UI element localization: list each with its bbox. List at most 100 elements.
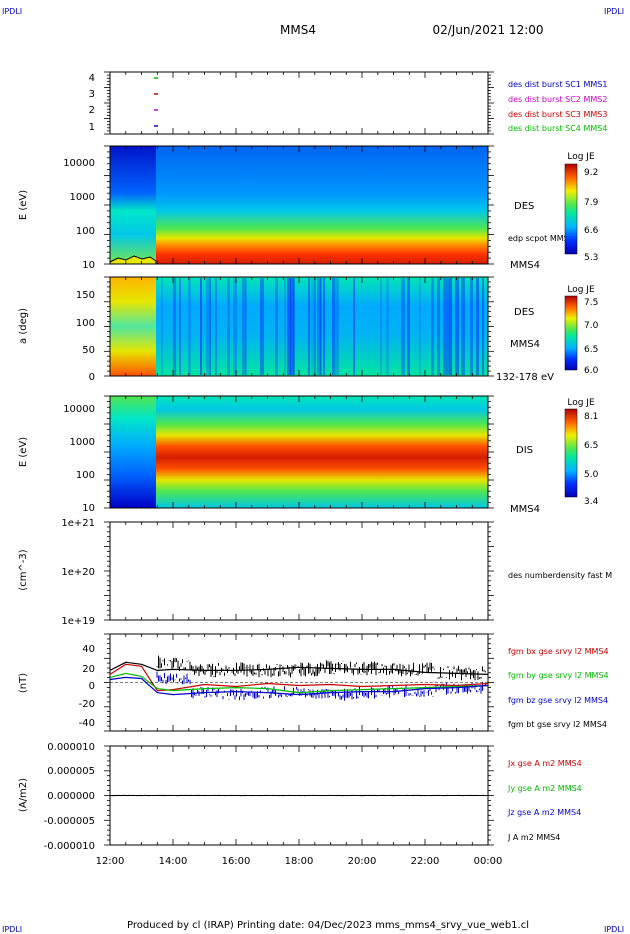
burst-tick-label: 4 — [89, 73, 95, 84]
corner-label-bottom-right: IPDLI — [604, 925, 624, 934]
time-tick-label: 20:00 — [348, 856, 377, 867]
pitch-stripe — [275, 278, 278, 375]
des-pitch-y-label: a (deg) — [18, 308, 29, 344]
dis-energy-early-interval — [110, 396, 156, 508]
burst-y-ticks: 4 3 2 1 — [89, 73, 95, 133]
legend-burst-mms3: des dist burst SC3 MMS3 — [508, 110, 607, 119]
dis-energy-instrument: DIS — [516, 445, 533, 456]
des-energy-colorbar-title: Log JE — [567, 152, 595, 162]
pitch-stripe — [407, 278, 410, 375]
legend-current-j: J A m2 MMS4 — [507, 833, 560, 842]
des-pitch-colorbar-tick: 6.5 — [584, 345, 598, 355]
des-energy-early-interval — [110, 146, 156, 264]
current-y-label: (A/m2) — [18, 778, 29, 812]
pitch-stripe — [482, 278, 484, 375]
des-energy-tick-label: 10000 — [63, 158, 95, 169]
des-pitch-colorbar-tick: 7.0 — [584, 321, 599, 331]
pitch-stripe — [242, 278, 246, 375]
legend-fgm-bt: fgm bt gse srvy l2 MMS4 — [508, 720, 607, 729]
datetime-title: 02/Jun/2021 12:00 — [432, 23, 543, 37]
pitch-stripe — [215, 278, 217, 375]
des-energy-colorbar-tick: 5.3 — [584, 253, 598, 263]
dis-energy-colorbar — [564, 408, 578, 498]
pitch-stripe — [260, 278, 264, 375]
dis-energy-spectrogram — [110, 396, 488, 508]
des-pitch-colorbar — [564, 295, 578, 371]
current-panel: 0.000010 0.000005 0.000000 -0.000005 -0.… — [18, 742, 582, 852]
legend-fgm-bz: fgm bz gse srvy l2 MMS4 — [508, 696, 608, 705]
burst-tick-label: 3 — [89, 89, 95, 100]
density-tick-label: 1e+20 — [61, 567, 95, 578]
pitch-stripe — [320, 278, 322, 375]
des-pitch-colorbar-tick: 7.5 — [584, 298, 598, 308]
pitch-stripe — [227, 278, 230, 375]
fgm-tick-label: 40 — [82, 644, 95, 655]
fgm-tick-label: 0 — [89, 681, 95, 692]
current-series — [110, 794, 488, 797]
time-tick-label: 14:00 — [159, 856, 188, 867]
pitch-stripe — [353, 278, 355, 375]
pitch-stripe — [431, 278, 434, 375]
corner-label-top-left: IPDLI — [2, 7, 22, 16]
fgm-tick-label: 20 — [82, 664, 95, 675]
burst-frame — [109, 71, 489, 135]
des-pitch-stripes — [161, 278, 484, 375]
legend-fgm-bx: fgm bx gse srvy l2 MMS4 — [508, 647, 609, 656]
pitch-stripe — [200, 278, 202, 375]
legend-burst-mms1: des dist burst SC1 MMS1 — [508, 80, 607, 89]
des-pitch-tick-label: 100 — [76, 318, 95, 329]
des-energy-colorbar-tick: 7.9 — [584, 198, 599, 208]
des-pitch-spectrogram — [110, 277, 488, 376]
pitch-stripe — [173, 278, 176, 375]
time-tick-label: 00:00 — [474, 856, 503, 867]
des-pitch-colorbar-title: Log JE — [567, 285, 595, 295]
pitch-stripe — [323, 278, 325, 375]
pitch-stripe — [443, 278, 446, 375]
dis-energy-spacecraft: MMS4 — [510, 504, 540, 515]
pitch-stripe — [188, 278, 191, 375]
pitch-stripe — [317, 278, 321, 375]
pitch-stripe — [461, 278, 465, 375]
legend-burst-mms4: des dist burst SC4 MMS4 — [508, 124, 607, 133]
dis-energy-tick-label: 1000 — [70, 437, 95, 448]
dis-energy-tick-label: 10000 — [63, 404, 95, 415]
des-energy-colorbar-tick: 9.2 — [584, 168, 598, 178]
des-energy-tick-label: 10 — [82, 260, 95, 271]
dis-energy-y-label: E (eV) — [18, 437, 29, 467]
pitch-stripe — [206, 278, 209, 375]
legend-current-jx: Jx gse A m2 MMS4 — [507, 759, 582, 768]
pitch-stripe — [455, 278, 459, 375]
fgm-line-bz — [109, 676, 489, 696]
fgm-line-bt — [109, 661, 489, 675]
fgm-line-by — [109, 672, 489, 694]
density-frame — [109, 521, 489, 621]
dis-energy-colorbar-title: Log JE — [567, 398, 595, 408]
fgm-series — [109, 661, 489, 696]
pitch-stripe — [284, 278, 286, 375]
pitch-stripe — [419, 278, 421, 375]
legend-current-jz: Jz gse A m2 MMS4 — [507, 808, 581, 817]
current-tick-label: 0.000005 — [47, 766, 95, 777]
des-energy-panel: 10000 1000 100 10 E (eV) DES edp scpot M… — [18, 145, 599, 271]
des-pitch-tick-label: 150 — [76, 290, 95, 301]
fgm-y-label: (nT) — [18, 673, 29, 693]
dis-energy-panel: 10000 1000 100 10 E (eV) DIS MMS4 Log JE… — [18, 395, 599, 515]
density-tick-label: 1e+19 — [61, 616, 95, 627]
pitch-stripe — [209, 278, 211, 375]
current-tick-label: -0.000010 — [44, 841, 95, 852]
burst-tick-label: 2 — [89, 105, 95, 116]
pitch-stripe — [245, 278, 247, 375]
dis-energy-colorbar-tick: 5.0 — [584, 470, 599, 480]
pitch-stripe — [386, 278, 389, 375]
pitch-stripe — [179, 278, 181, 375]
fgm-tick-label: -40 — [79, 718, 95, 729]
des-pitch-tick-label: 50 — [82, 345, 95, 356]
pitch-stripe — [401, 278, 405, 375]
legend-burst-mms2: des dist burst SC2 MMS2 — [508, 95, 607, 104]
dis-energy-tick-label: 10 — [82, 503, 95, 514]
legend-density: des numberdensity fast M — [508, 571, 612, 580]
pitch-stripe — [335, 278, 339, 375]
des-pitch-instrument: DES — [514, 307, 534, 318]
current-tick-label: 0.000010 — [47, 742, 95, 753]
